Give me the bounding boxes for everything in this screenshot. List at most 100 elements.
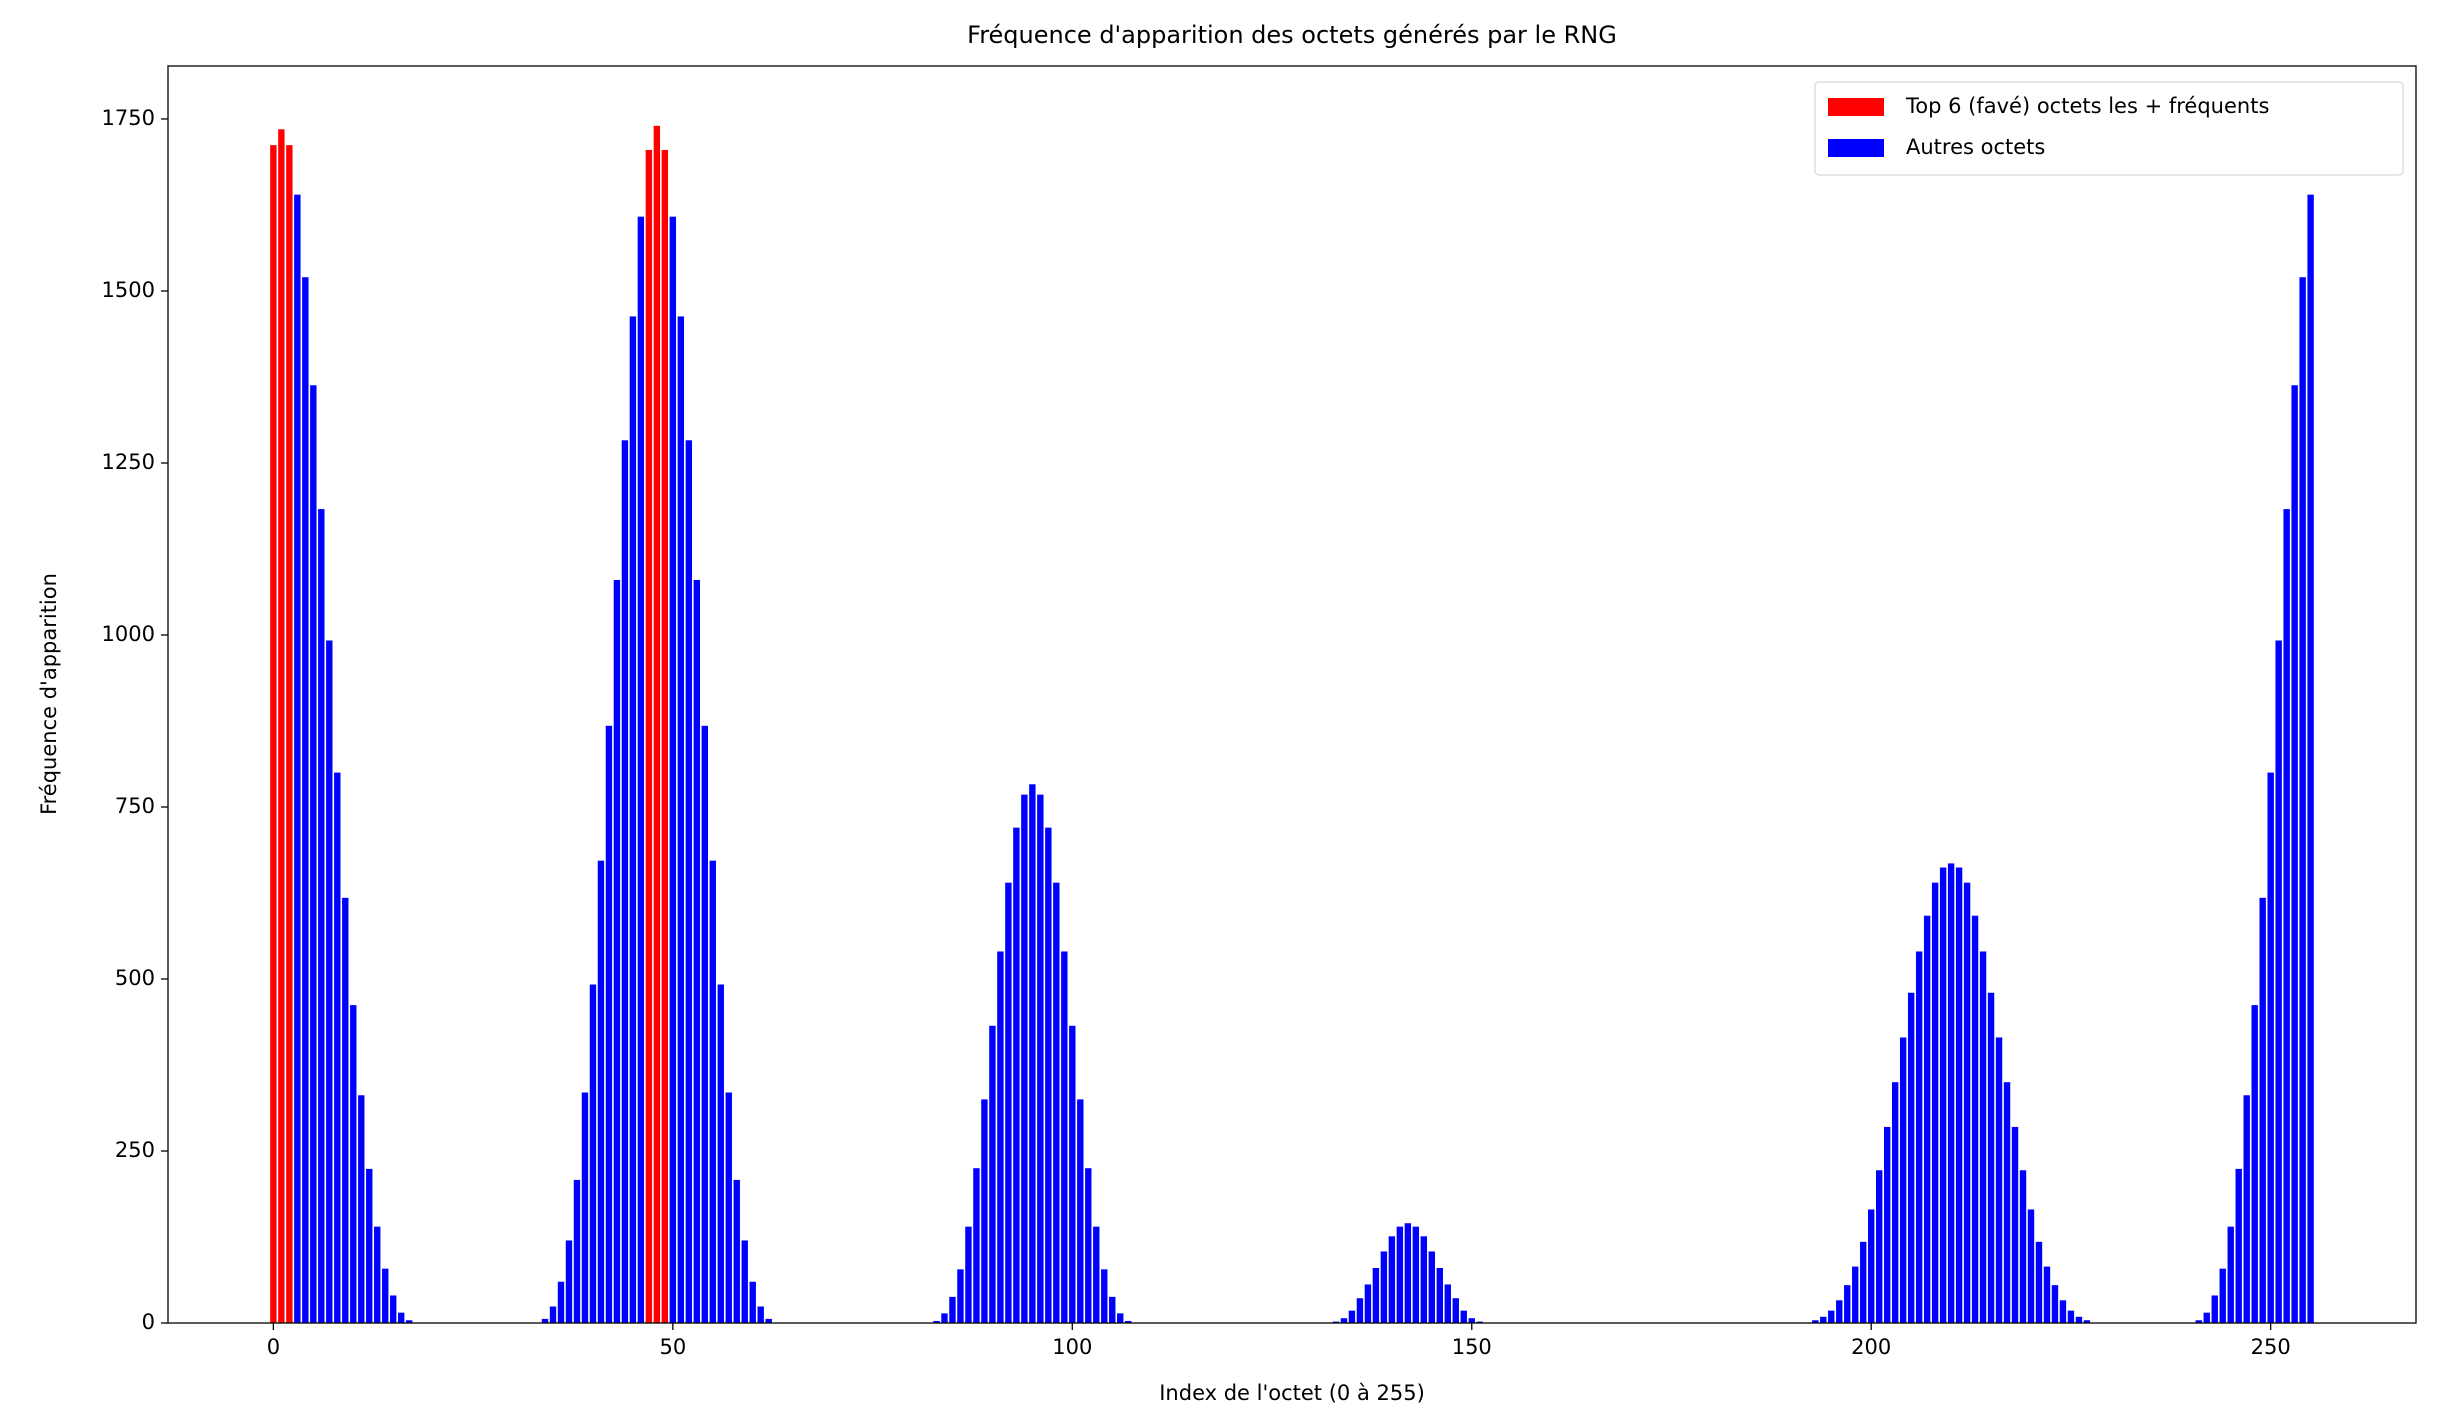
bar (941, 1313, 948, 1323)
bar (725, 1092, 732, 1323)
bar (1947, 863, 1955, 1323)
y-tick-label: 1750 (102, 106, 155, 130)
bar (310, 385, 317, 1323)
bar (278, 129, 285, 1323)
bar (358, 1095, 365, 1323)
bar (1452, 1298, 1459, 1323)
bar (645, 149, 653, 1323)
bar (2219, 1268, 2226, 1323)
bar (677, 316, 685, 1323)
bar (2027, 1209, 2035, 1323)
bar (2299, 277, 2306, 1324)
bar (1340, 1318, 1348, 1323)
bar (1348, 1310, 1356, 1323)
bar (2275, 640, 2282, 1323)
bar (2035, 1241, 2043, 1323)
y-tick-label: 0 (142, 1310, 155, 1334)
bar (621, 440, 629, 1323)
y-tick-label: 750 (115, 794, 155, 818)
bar (1971, 915, 1979, 1323)
bar (1955, 867, 1963, 1323)
bar (2259, 897, 2266, 1323)
x-tick-label: 150 (1452, 1335, 1492, 1359)
bar (1820, 1316, 1827, 1323)
legend-label: Autres octets (1906, 135, 2045, 159)
bar (398, 1312, 405, 1323)
bar (1444, 1284, 1451, 1323)
bar (581, 1092, 589, 1323)
bar (286, 145, 293, 1324)
bar (2267, 772, 2274, 1323)
legend-label: Top 6 (favé) octets les + fréquents (1905, 94, 2269, 118)
bar (741, 1240, 748, 1323)
bar (1404, 1223, 1412, 1323)
bar (981, 1099, 988, 1323)
bar (1420, 1236, 1428, 1323)
bar (573, 1179, 581, 1323)
bar (1836, 1300, 1843, 1323)
bar (1963, 882, 1971, 1323)
y-tick-label: 250 (115, 1138, 155, 1162)
bar (2043, 1266, 2051, 1323)
bar (1915, 951, 1923, 1323)
bar (1077, 1099, 1084, 1323)
bar (2251, 1005, 2258, 1323)
bar (2203, 1312, 2210, 1323)
bar (957, 1269, 964, 1323)
bar (2227, 1226, 2234, 1323)
legend-box (1814, 81, 2404, 176)
bar (2283, 509, 2290, 1324)
bar (2083, 1320, 2091, 1323)
bar (565, 1240, 573, 1323)
legend-swatch (1828, 98, 1884, 116)
bar (973, 1168, 980, 1323)
bar (1436, 1267, 1443, 1323)
bar (2067, 1310, 2075, 1323)
bar (1939, 867, 1947, 1323)
bar (1860, 1241, 1867, 1323)
bar (405, 1320, 413, 1323)
bar (1907, 992, 1915, 1323)
bar (1987, 992, 1995, 1323)
bar (334, 772, 341, 1323)
bar (390, 1295, 397, 1323)
bar (2003, 1082, 2011, 1323)
bar (997, 951, 1004, 1323)
bar (2243, 1095, 2250, 1323)
bar (2195, 1320, 2202, 1323)
bar (342, 897, 349, 1323)
bar (374, 1226, 381, 1323)
bar (2307, 194, 2314, 1324)
bar (1460, 1310, 1467, 1323)
bar (549, 1306, 557, 1323)
chart-title: Fréquence d'apparition des octets généré… (967, 21, 1617, 49)
x-axis-label: Index de l'octet (0 à 255) (1159, 1381, 1425, 1405)
y-axis-label: Fréquence d'apparition (37, 573, 61, 815)
bar (541, 1318, 549, 1323)
bar (1013, 827, 1020, 1323)
bar (1125, 1320, 1132, 1323)
bar (637, 216, 645, 1323)
bar (326, 640, 333, 1323)
bar (1109, 1296, 1116, 1323)
x-tick-label: 0 (267, 1335, 280, 1359)
legend-swatch (1828, 139, 1884, 157)
bar (613, 579, 621, 1323)
bar (1891, 1082, 1899, 1323)
bar (366, 1168, 373, 1323)
bar (1923, 915, 1931, 1323)
bar (669, 216, 677, 1323)
bar (1828, 1310, 1835, 1323)
bar (1380, 1251, 1388, 1323)
x-tick-label: 250 (2251, 1335, 2291, 1359)
x-tick-label: 100 (1052, 1335, 1092, 1359)
bar (1995, 1037, 2003, 1323)
y-tick-label: 500 (115, 966, 155, 990)
bar (1372, 1267, 1380, 1323)
bar (1045, 827, 1052, 1323)
bar (1868, 1209, 1875, 1323)
bar (1876, 1170, 1883, 1323)
bar (1356, 1298, 1364, 1323)
